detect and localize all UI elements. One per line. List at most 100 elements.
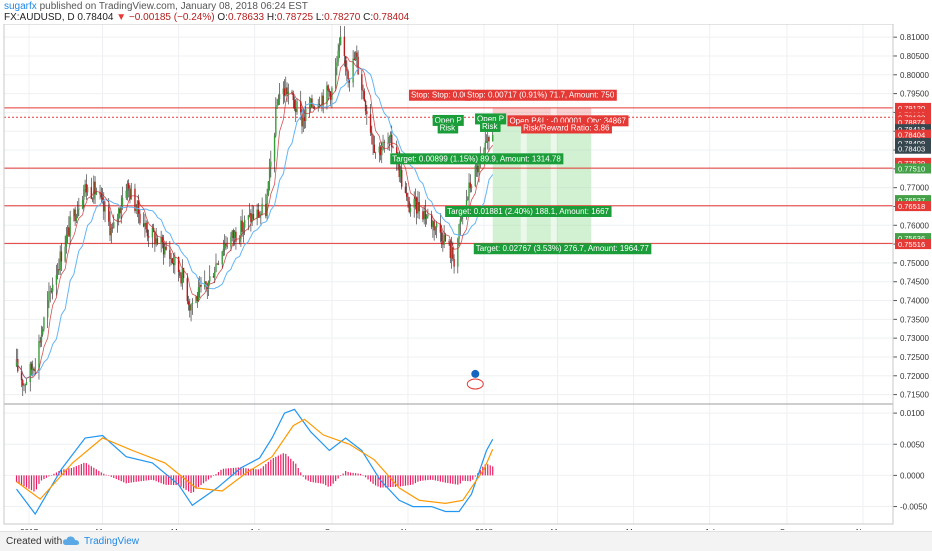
candle-body bbox=[76, 209, 79, 218]
macd-histogram-bar bbox=[255, 469, 257, 476]
annotation-box bbox=[465, 89, 617, 101]
macd-histogram-bar bbox=[427, 475, 429, 481]
candle-body bbox=[34, 369, 36, 372]
macd-histogram-bar bbox=[357, 473, 359, 476]
candle-body bbox=[39, 341, 41, 343]
macd-histogram-bar bbox=[38, 475, 40, 484]
candle-body bbox=[467, 196, 469, 201]
macd-histogram-bar bbox=[399, 475, 402, 487]
candle-body bbox=[104, 206, 106, 212]
candle-body bbox=[135, 209, 137, 211]
price-axis-label: 0.79120 bbox=[898, 104, 925, 113]
candle-body bbox=[164, 246, 166, 255]
x-tick-label: May bbox=[171, 528, 186, 530]
macd-histogram-bar bbox=[464, 475, 466, 481]
drawing-marker-icon bbox=[471, 369, 480, 378]
candle-body bbox=[32, 368, 34, 370]
candle-body bbox=[59, 251, 61, 271]
stop-zone bbox=[492, 107, 592, 118]
candle-body bbox=[258, 215, 261, 218]
macd-histogram-bar bbox=[135, 475, 137, 482]
macd-histogram-bar bbox=[452, 475, 454, 484]
candle-body bbox=[69, 216, 71, 237]
macd-histogram-bar bbox=[23, 475, 25, 487]
candle-body bbox=[484, 142, 486, 150]
candle-body bbox=[22, 380, 24, 386]
published-line: sugarfx published on TradingView.com, Ja… bbox=[4, 1, 308, 12]
candle-body bbox=[291, 91, 293, 94]
macd-histogram-bar bbox=[168, 475, 170, 485]
macd-histogram-bar bbox=[310, 475, 312, 482]
macd-histogram-bar bbox=[397, 475, 399, 487]
candle-body bbox=[24, 384, 26, 386]
macd-histogram-bar bbox=[262, 466, 264, 476]
tradingview-brand[interactable]: TradingView bbox=[84, 536, 140, 547]
macd-histogram-bar bbox=[123, 475, 125, 483]
macd-histogram-bar bbox=[489, 465, 491, 476]
macd-histogram-bar bbox=[215, 474, 217, 476]
macd-histogram-bar bbox=[230, 468, 232, 476]
macd-histogram-bar bbox=[85, 463, 87, 476]
candle-body bbox=[226, 245, 228, 247]
candle-body bbox=[433, 221, 435, 231]
price-axis-badge bbox=[895, 233, 931, 244]
annotation-box bbox=[437, 122, 459, 134]
candle-body bbox=[317, 103, 319, 109]
macd-histogram-bar bbox=[15, 475, 18, 483]
macd-histogram-bar bbox=[330, 475, 332, 487]
candle-body bbox=[120, 206, 122, 214]
symbol-name[interactable]: FX:AUDUSD, D bbox=[4, 12, 75, 23]
macd-histogram-bar bbox=[140, 475, 142, 482]
candle-body bbox=[312, 106, 314, 108]
macd-histogram-bar bbox=[297, 467, 299, 476]
macd-histogram-bar bbox=[78, 465, 80, 476]
macd-histogram-bar bbox=[133, 475, 135, 483]
open-label: O: bbox=[217, 12, 228, 23]
candle-body bbox=[424, 211, 427, 219]
candle-body bbox=[207, 281, 210, 289]
candle-body bbox=[399, 169, 402, 177]
macd-histogram-bar bbox=[302, 475, 304, 477]
annotation-label: Risk bbox=[440, 123, 457, 132]
candle-body bbox=[99, 191, 101, 195]
candle-body bbox=[43, 317, 45, 329]
macd-histogram-bar bbox=[30, 475, 33, 491]
moving-average-slow bbox=[16, 68, 494, 379]
y-tick-label: 0.73000 bbox=[900, 334, 929, 343]
macd-histogram-bar bbox=[148, 475, 150, 481]
candle-body bbox=[477, 165, 479, 173]
annotation-label: Target: 0.00899 (1.15%) 89.9, Amount: 13… bbox=[392, 154, 561, 163]
drawing-marker-icon bbox=[466, 378, 484, 390]
candle-body bbox=[118, 208, 120, 219]
candle-body bbox=[103, 199, 105, 212]
change-value: −0.00185 (−0.24%) bbox=[128, 12, 215, 23]
macd-histogram-bar bbox=[260, 468, 262, 476]
y-tick-label: 0.77000 bbox=[900, 184, 929, 193]
macd-histogram-bar bbox=[317, 475, 319, 484]
macd-histogram-bar bbox=[205, 475, 207, 482]
chart-canvas[interactable]: 2017 Mar May Jul Sep Nov 2018 Mar May Jul Sep Nov 0.… bbox=[0, 24, 932, 530]
high-value: 0.78725 bbox=[276, 12, 314, 23]
x-tick-label: Nov bbox=[856, 528, 870, 530]
candle-body bbox=[181, 267, 184, 284]
candle-body bbox=[267, 181, 270, 196]
annotation-label: Stop: 0.00717 (0.91%) 71.7, Amount: 750 bbox=[467, 91, 615, 100]
published-text: published on TradingView.com, January 08… bbox=[39, 1, 308, 12]
macd-histogram-bar bbox=[195, 475, 197, 489]
candle-body bbox=[100, 194, 103, 198]
macd-histogram-bar bbox=[295, 463, 297, 476]
macd-histogram-bar bbox=[454, 475, 456, 485]
candle-body bbox=[277, 99, 280, 105]
candle-body bbox=[366, 111, 368, 115]
candle-body bbox=[134, 188, 136, 211]
candle-body bbox=[318, 103, 321, 107]
low-value: 0.78270 bbox=[324, 12, 361, 23]
macd-histogram-bar bbox=[287, 456, 289, 476]
macd-histogram-bar bbox=[372, 475, 374, 484]
y-tick-label: 0.72000 bbox=[900, 372, 929, 381]
x-tick-label: Sep bbox=[325, 528, 340, 530]
candle-body bbox=[465, 200, 468, 211]
open-value: 0.78633 bbox=[227, 12, 265, 23]
author-link[interactable]: sugarfx bbox=[4, 1, 37, 12]
macd-histogram-bar bbox=[20, 475, 23, 485]
